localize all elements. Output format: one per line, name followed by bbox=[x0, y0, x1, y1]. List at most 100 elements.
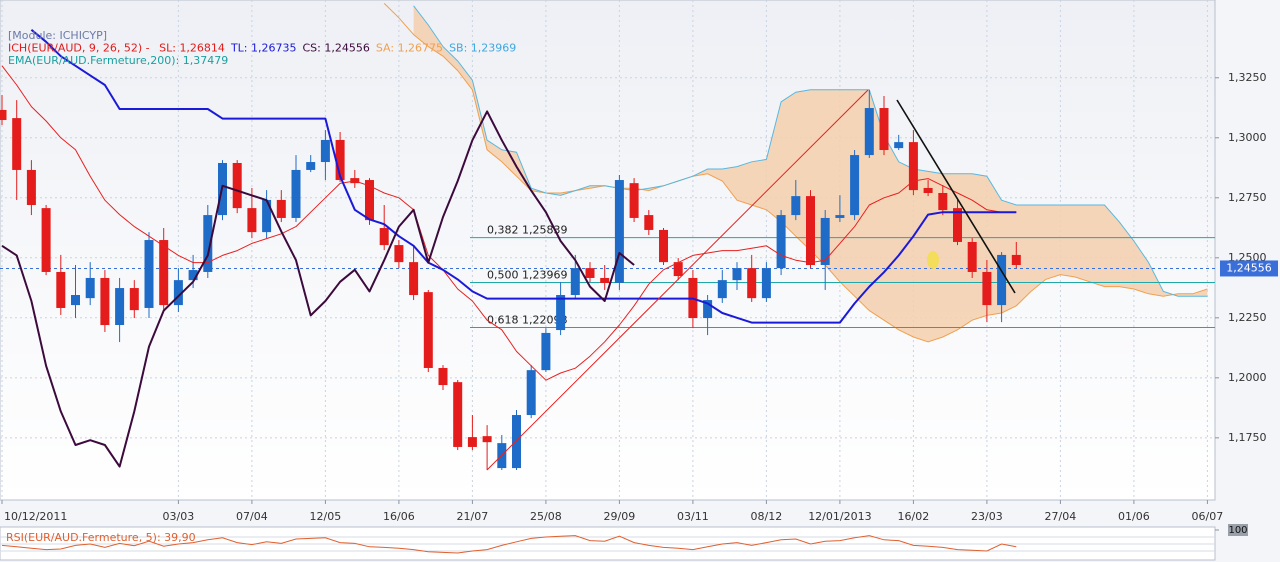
candle-body bbox=[541, 332, 551, 371]
candle-body bbox=[379, 228, 389, 246]
candle-body bbox=[585, 268, 595, 278]
level-label: 0,500 1,23969 bbox=[487, 269, 567, 282]
candle-body bbox=[85, 277, 95, 299]
candle-body bbox=[262, 199, 272, 233]
candle-body bbox=[703, 300, 713, 319]
candle-body bbox=[482, 436, 492, 443]
senkou-a-line bbox=[383, 3, 1208, 343]
candle-body bbox=[423, 292, 433, 368]
candle-body bbox=[394, 245, 404, 263]
candle-body bbox=[291, 169, 301, 218]
candle-body bbox=[203, 215, 213, 272]
candle-body bbox=[629, 183, 639, 218]
candle-body bbox=[320, 139, 330, 163]
x-tick-label: 08/12 bbox=[751, 510, 783, 523]
candle-body bbox=[879, 108, 889, 151]
level-label: 0,382 1,25839 bbox=[487, 224, 567, 237]
x-tick-label: 16/06 bbox=[383, 510, 415, 523]
chikou-line bbox=[1, 110, 635, 468]
x-tick-label: 03/11 bbox=[677, 510, 709, 523]
x-tick-label: 16/02 bbox=[898, 510, 930, 523]
x-tick-label: 03/03 bbox=[163, 510, 195, 523]
tenkan-line bbox=[1, 65, 1017, 381]
candle-body bbox=[526, 370, 536, 416]
candle-body bbox=[115, 288, 125, 326]
candle-body bbox=[938, 192, 948, 211]
candle-body bbox=[335, 139, 345, 181]
x-tick-label: 12/05 bbox=[310, 510, 342, 523]
candle-body bbox=[365, 180, 374, 221]
legend-entry: EMA(EUR/AUD.Fermeture,200): 1,37479 bbox=[8, 54, 228, 67]
candle-body bbox=[820, 217, 830, 266]
candle-body bbox=[659, 229, 668, 263]
rsi-tick-label: 100 bbox=[1228, 525, 1247, 536]
candle-body bbox=[41, 208, 51, 272]
candle-body bbox=[791, 196, 801, 216]
candle-body bbox=[864, 108, 874, 156]
candle-body bbox=[438, 367, 448, 386]
candle-body bbox=[144, 240, 154, 308]
candle-body bbox=[835, 215, 845, 218]
candle-body bbox=[967, 241, 977, 272]
candle-body bbox=[12, 118, 22, 170]
x-tick-label: 27/04 bbox=[1045, 510, 1077, 523]
trend-line bbox=[896, 99, 1016, 294]
x-tick-label: 12/01/2013 bbox=[808, 510, 871, 523]
candle-body bbox=[409, 262, 419, 296]
senkou-b-line bbox=[413, 5, 1208, 297]
candle-body bbox=[159, 240, 169, 306]
kijun-line bbox=[30, 29, 1017, 324]
candle-body bbox=[717, 280, 727, 299]
candle-body bbox=[306, 162, 316, 170]
candle-body bbox=[512, 415, 521, 469]
legend-entry: SA: 1,26775 bbox=[376, 42, 443, 55]
candle-body bbox=[614, 180, 624, 284]
legend-entry: TL: 1,26735 bbox=[230, 42, 297, 55]
legend-entry: SB: 1,23969 bbox=[449, 42, 516, 55]
candle-body bbox=[850, 155, 860, 216]
y-tick-label: 1,1750 bbox=[1228, 431, 1267, 444]
candle-body bbox=[923, 187, 933, 193]
marker bbox=[927, 251, 939, 269]
x-tick-label: 21/07 bbox=[457, 510, 489, 523]
y-tick-label: 1,3000 bbox=[1228, 131, 1267, 144]
legend-line: EMA(EUR/AUD.Fermeture,200): 1,37479 bbox=[8, 54, 228, 67]
rsi-tick-box bbox=[1228, 524, 1248, 536]
level-label: 0,618 1,22098 bbox=[487, 313, 567, 326]
x-tick-label: 07/04 bbox=[236, 510, 268, 523]
candle-body bbox=[173, 280, 183, 306]
candle-body bbox=[453, 382, 463, 447]
legend-entry: [Module: ICHICYP] bbox=[8, 29, 107, 42]
candle-body bbox=[747, 268, 757, 299]
trend-line bbox=[486, 89, 869, 471]
candle-body bbox=[247, 208, 257, 233]
x-tick-label: 23/03 bbox=[971, 510, 1003, 523]
candle-body bbox=[100, 277, 110, 326]
y-tick-label: 1,2250 bbox=[1228, 311, 1267, 324]
last-price-box bbox=[1220, 260, 1278, 277]
candle-body bbox=[732, 268, 742, 281]
y-tick-label: 1,2750 bbox=[1228, 191, 1267, 204]
candle-body bbox=[600, 277, 610, 284]
candle-body bbox=[806, 196, 815, 266]
candle-body bbox=[56, 271, 66, 308]
x-tick-label: 06/07 bbox=[1192, 510, 1224, 523]
candle-body bbox=[644, 215, 654, 230]
rsi-title: RSI(EUR/AUD.Fermeture, 5): 39,90 bbox=[6, 531, 196, 544]
x-tick-label: 01/06 bbox=[1118, 510, 1150, 523]
legend-entry: CS: 1,24556 bbox=[302, 42, 369, 55]
candle-body bbox=[71, 295, 80, 306]
candle-body bbox=[232, 162, 242, 209]
candle-body bbox=[26, 169, 36, 205]
x-tick-label: 25/08 bbox=[530, 510, 562, 523]
candle-body bbox=[953, 208, 962, 242]
candle-body bbox=[188, 270, 198, 281]
legend-line: ICH(EUR/AUD, 9, 26, 52) - SL: 1,26814 TL:… bbox=[8, 42, 516, 55]
x-tick-label: 10/12/2011 bbox=[4, 510, 67, 523]
rsi-line bbox=[1, 535, 1017, 554]
candle-body bbox=[673, 262, 683, 277]
plot-layer: 0,382 1,25839 0,500 1,23969 0,618 1,22098 bbox=[0, 0, 1215, 500]
legend-entry: SL: 1,26814 bbox=[159, 42, 225, 55]
